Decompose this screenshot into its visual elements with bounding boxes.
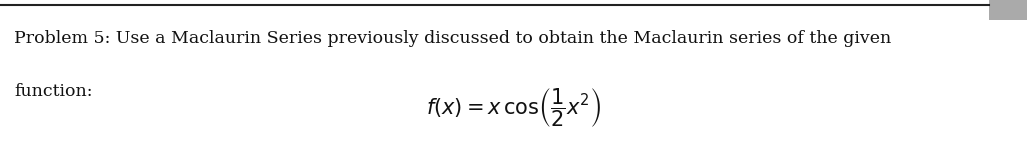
Text: function:: function:: [14, 82, 92, 99]
FancyBboxPatch shape: [989, 0, 1027, 20]
Text: Problem 5: Use a Maclaurin Series previously discussed to obtain the Maclaurin s: Problem 5: Use a Maclaurin Series previo…: [14, 30, 891, 47]
Text: $f(x) = x\,\cos\!\left(\dfrac{1}{2}x^2\right)$: $f(x) = x\,\cos\!\left(\dfrac{1}{2}x^2\r…: [426, 86, 601, 129]
